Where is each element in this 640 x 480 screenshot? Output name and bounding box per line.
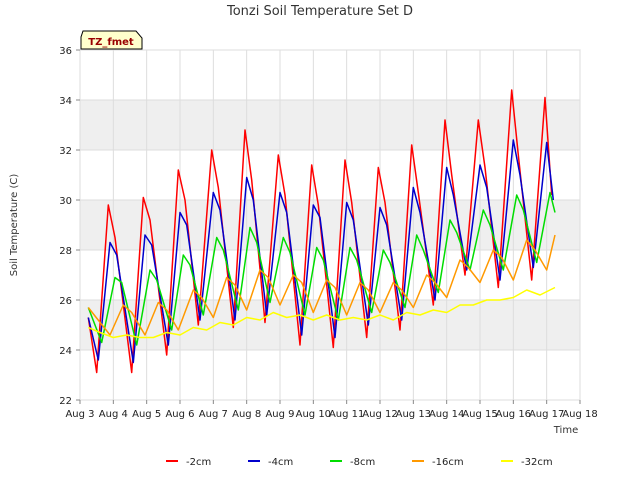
plot-band — [80, 300, 580, 350]
x-tick-label: Aug 18 — [562, 409, 597, 420]
x-tick-label: Aug 5 — [132, 409, 161, 420]
x-tick-label: Aug 16 — [496, 409, 531, 420]
x-tick-label: Aug 3 — [65, 409, 94, 420]
x-axis-ticks: Aug 3 Aug 4 Aug 5 Aug 6 Aug 7 Aug 8 Aug 9 Aug 1… — [65, 400, 598, 420]
y-tick-label: 28 — [59, 246, 72, 257]
x-tick-label: Aug 10 — [296, 409, 331, 420]
legend-item: -16cm — [412, 457, 464, 468]
legend-label: -4cm — [268, 457, 293, 468]
x-tick-label: Aug 9 — [265, 409, 294, 420]
x-tick-label: Aug 13 — [396, 409, 431, 420]
x-tick-label: Aug 11 — [329, 409, 364, 420]
x-tick-label: Aug 7 — [199, 409, 228, 420]
x-tick-label: Aug 8 — [232, 409, 261, 420]
tag-box-shape — [80, 30, 143, 50]
plot-bands — [80, 100, 580, 350]
y-tick-label: 30 — [59, 196, 72, 207]
y-tick-label: 26 — [59, 296, 72, 307]
plot-band — [80, 100, 580, 150]
legend-item: -2cm — [166, 457, 211, 468]
tag-box: TZ_fmet — [80, 30, 143, 50]
series-line-1 — [87, 89, 553, 374]
x-tick-label: Aug 12 — [362, 409, 397, 420]
series-line-3 — [87, 191, 556, 346]
y-tick-label: 34 — [59, 96, 72, 107]
legend-item: -32cm — [501, 457, 553, 468]
legend-item: -4cm — [248, 457, 293, 468]
series-line-2 — [87, 139, 555, 364]
grid-lines — [79, 49, 581, 401]
y-axis-ticks: 22 24 26 28 30 32 34 36 — [59, 46, 80, 407]
y-tick-label: 24 — [59, 346, 72, 357]
tag-label: TZ_fmet — [88, 37, 134, 48]
series-line-5 — [88, 286, 556, 339]
x-axis-title: Time — [553, 425, 578, 436]
x-tick-label: Aug 6 — [165, 409, 194, 420]
chart-title: Tonzi Soil Temperature Set D — [226, 4, 413, 19]
x-tick-label: Aug 14 — [429, 409, 464, 420]
x-tick-label: Aug 15 — [462, 409, 497, 420]
y-tick-label: 36 — [59, 46, 72, 57]
legend-label: -32cm — [521, 457, 553, 468]
legend-item: -8cm — [330, 457, 375, 468]
legend: -2cm -4cm -8cm -16cm -32cm — [166, 457, 553, 468]
y-tick-label: 22 — [59, 396, 72, 407]
legend-label: -2cm — [186, 457, 211, 468]
series-line-4 — [87, 234, 556, 336]
x-tick-label: Aug 4 — [99, 409, 128, 420]
series-layer — [87, 89, 556, 374]
plot-band — [80, 200, 580, 250]
x-tick-label: Aug 17 — [529, 409, 564, 420]
legend-label: -8cm — [350, 457, 375, 468]
y-tick-label: 32 — [59, 146, 72, 157]
legend-label: -16cm — [432, 457, 464, 468]
y-axis-title: Soil Temperature (C) — [9, 174, 20, 277]
